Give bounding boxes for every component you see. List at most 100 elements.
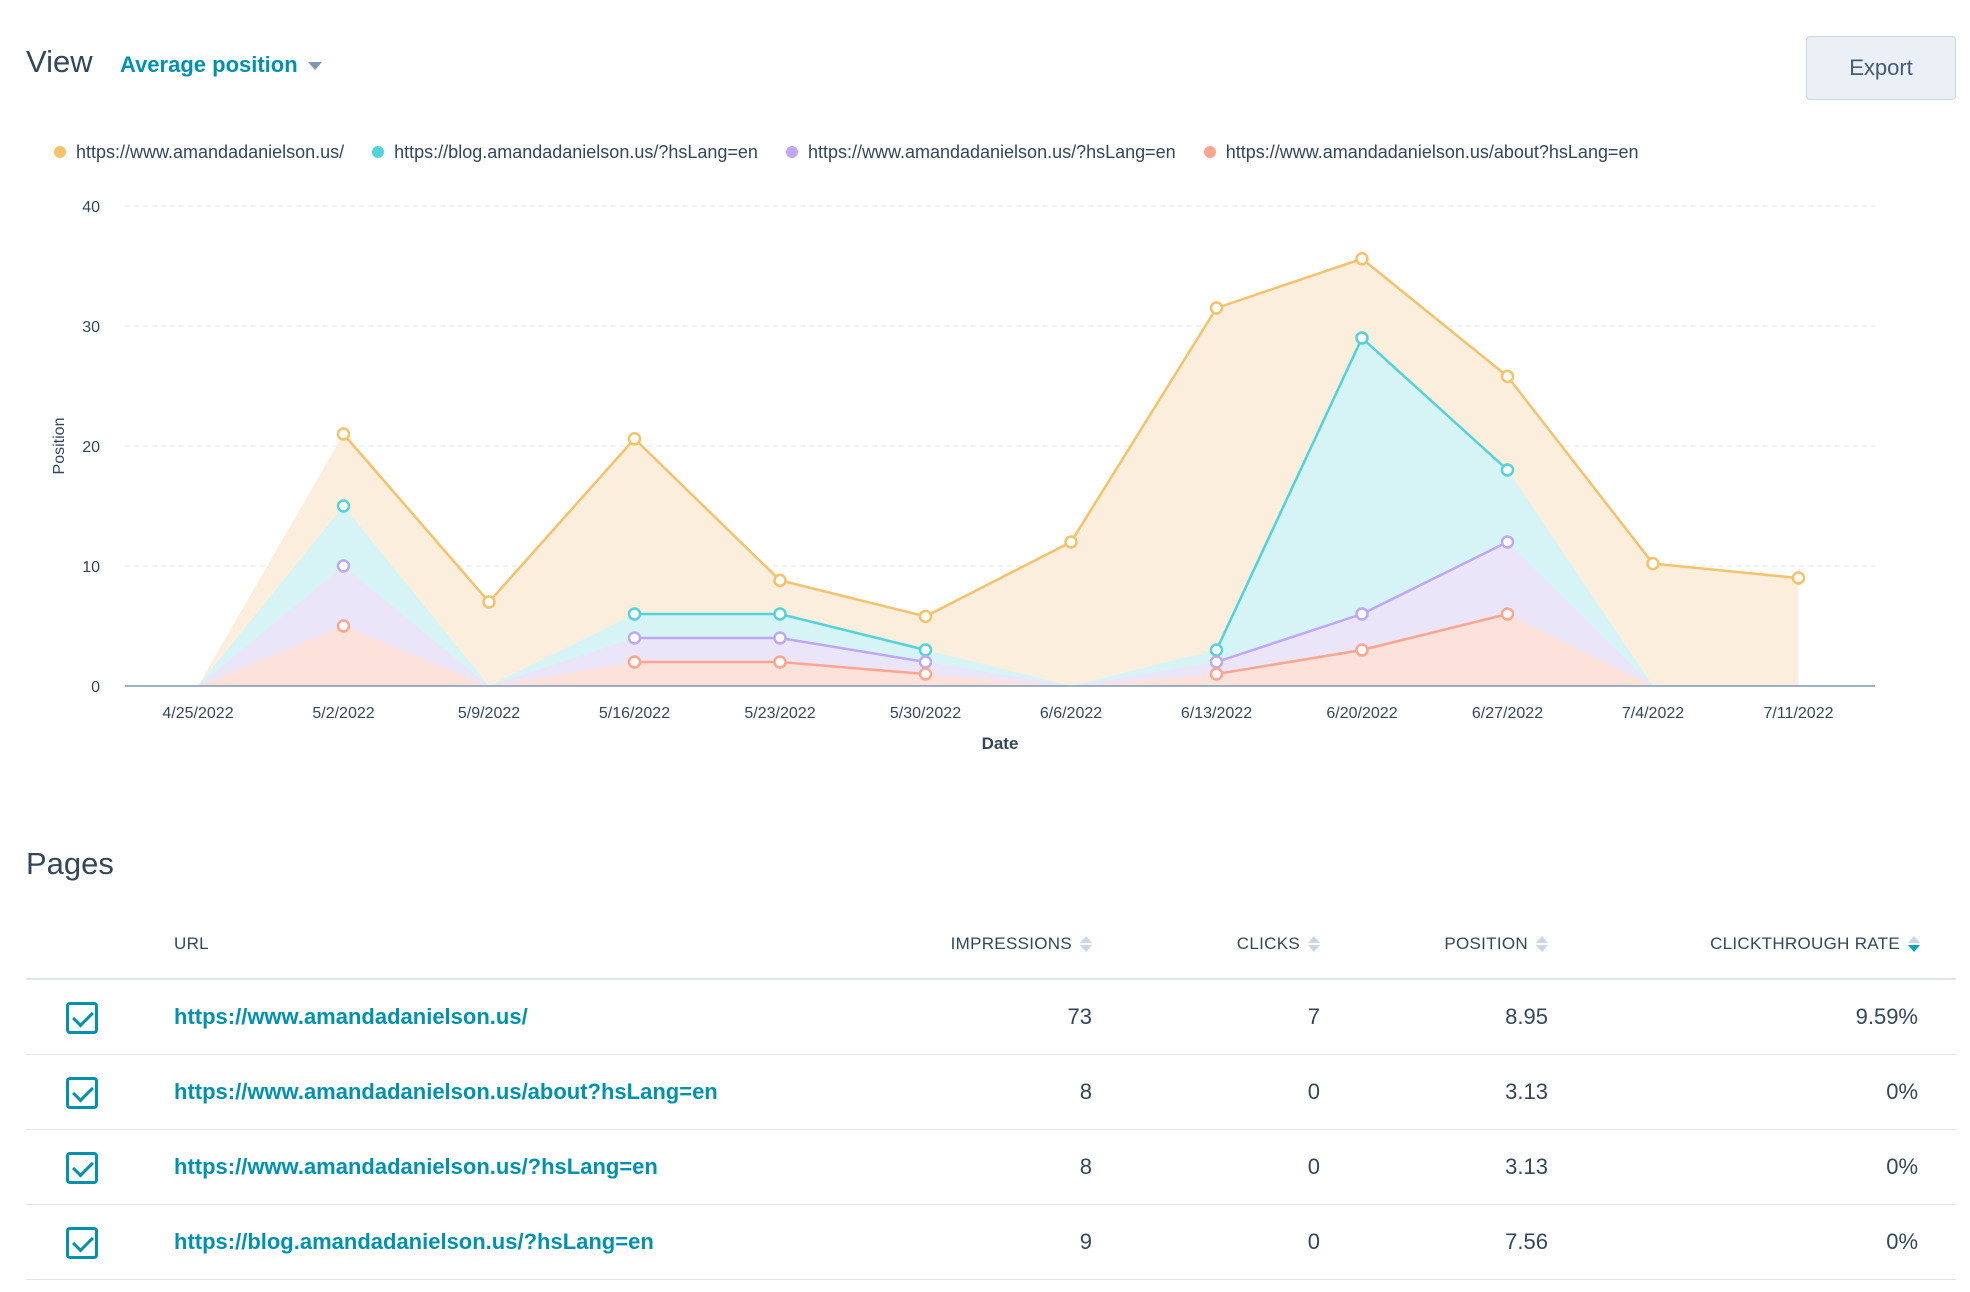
table-row: https://www.amandadanielson.us/about?hsL…	[26, 1055, 1956, 1130]
data-point	[1209, 667, 1224, 681]
legend-item[interactable]: https://www.amandadanielson.us/about?hsL…	[1203, 141, 1639, 163]
data-point	[1355, 607, 1369, 621]
data-point	[1209, 301, 1224, 315]
x-tick-label: 5/16/2022	[599, 705, 670, 722]
page-url-link[interactable]: https://www.amandadanielson.us/about?hsL…	[174, 1079, 718, 1104]
view-selector-dropdown[interactable]: Average position	[120, 52, 322, 78]
y-axis-title: Position	[51, 418, 68, 475]
data-point	[482, 595, 496, 609]
x-tick-label: 5/2/2022	[312, 705, 374, 722]
row-checkbox[interactable]	[66, 1002, 98, 1034]
legend-label: https://www.amandadanielson.us/	[76, 141, 345, 162]
x-tick-label: 6/27/2022	[1472, 705, 1543, 722]
column-label: URL	[174, 934, 209, 953]
data-point	[1355, 331, 1369, 345]
page-url-link[interactable]: https://www.amandadanielson.us/?hsLang=e…	[174, 1154, 658, 1179]
column-header-url[interactable]: URL	[174, 934, 209, 954]
data-point	[336, 499, 351, 513]
legend-dot-icon	[372, 146, 385, 158]
impressions-value: 9	[1079, 1229, 1092, 1254]
data-point	[336, 559, 351, 573]
column-header-impressions[interactable]: IMPRESSIONS	[951, 934, 1092, 954]
position-value: 3.13	[1505, 1079, 1548, 1104]
x-tick-label: 5/23/2022	[744, 705, 815, 722]
x-tick-label: 6/6/2022	[1040, 705, 1102, 722]
view-header: View Average position Export	[26, 36, 1956, 110]
data-point	[1500, 607, 1515, 621]
data-point	[1355, 643, 1369, 657]
page-url-link[interactable]: https://www.amandadanielson.us/	[174, 1004, 528, 1029]
column-label: CLICKS	[1236, 934, 1300, 953]
y-tick-label: 10	[82, 559, 100, 576]
data-point	[627, 607, 642, 621]
data-point	[1500, 535, 1515, 549]
legend-item[interactable]: https://www.amandadanielson.us/?hsLang=e…	[785, 141, 1176, 163]
export-button[interactable]: Export	[1806, 36, 1956, 100]
position-chart: 0 10 20 30 40 4/25/2022 5/2/2022 5/9/2022 5/16/2…	[51, 199, 1875, 753]
view-selector-label: Average position	[120, 52, 298, 77]
legend-dot-icon	[785, 146, 798, 158]
data-point	[1646, 556, 1660, 571]
ctr-value: 0%	[1886, 1154, 1918, 1179]
sort-descending-icon	[1908, 936, 1920, 952]
legend-dot-icon	[1203, 146, 1216, 158]
table-row: https://www.amandadanielson.us/?hsLang=e…	[26, 1130, 1956, 1205]
legend-label: https://www.amandadanielson.us/about?hsL…	[1225, 141, 1639, 162]
position-value: 3.13	[1505, 1154, 1548, 1179]
page-url-link[interactable]: https://blog.amandadanielson.us/?hsLang=…	[174, 1229, 654, 1254]
legend-dot-icon	[54, 146, 66, 158]
data-point	[1209, 655, 1224, 669]
clicks-value: 0	[1307, 1154, 1320, 1179]
data-point	[1064, 535, 1078, 549]
impressions-value: 8	[1079, 1154, 1092, 1179]
impressions-value: 73	[1067, 1004, 1092, 1029]
column-header-clicks[interactable]: CLICKS	[1237, 934, 1320, 954]
column-header-clickthrough-rate[interactable]: CLICKTHROUGH RATE	[1710, 934, 1920, 954]
y-tick-label: 40	[82, 199, 100, 216]
data-point	[1500, 369, 1515, 384]
legend-label: https://www.amandadanielson.us/?hsLang=e…	[807, 141, 1176, 162]
ctr-value: 0%	[1886, 1079, 1918, 1104]
x-tick-label: 7/11/2022	[1764, 705, 1834, 722]
row-checkbox[interactable]	[66, 1152, 98, 1184]
chevron-down-icon	[307, 62, 322, 70]
ctr-value: 9.59%	[1855, 1004, 1918, 1029]
column-header-position[interactable]: POSITION	[1444, 934, 1548, 954]
legend-item[interactable]: https://www.amandadanielson.us/	[54, 142, 344, 163]
y-tick-label: 0	[91, 679, 100, 696]
y-tick-label: 30	[82, 319, 100, 336]
legend-item[interactable]: https://blog.amandadanielson.us/?hsLang=…	[372, 142, 758, 163]
pages-title: Pages	[26, 846, 114, 881]
position-value: 7.56	[1505, 1229, 1548, 1254]
row-checkbox[interactable]	[66, 1077, 98, 1109]
pages-table: URL IMPRESSIONS CLICKS POSITION CLICKTHR…	[26, 910, 1956, 1280]
sort-icon	[1308, 936, 1320, 952]
column-label: CLICKTHROUGH RATE	[1710, 934, 1900, 953]
data-point	[336, 427, 351, 441]
clicks-value: 0	[1307, 1229, 1320, 1254]
chart-legend: https://www.amandadanielson.us/ https://…	[54, 138, 1639, 166]
data-point	[918, 655, 933, 669]
x-tick-label: 5/30/2022	[890, 705, 961, 722]
data-point	[773, 607, 787, 621]
column-label: IMPRESSIONS	[950, 934, 1072, 953]
view-title: View	[26, 44, 93, 79]
series-area	[198, 338, 1653, 686]
data-point	[1791, 571, 1806, 585]
ctr-value: 0%	[1886, 1229, 1918, 1254]
series-area	[198, 614, 1653, 686]
row-checkbox[interactable]	[66, 1227, 98, 1259]
x-tick-label: 5/9/2022	[458, 705, 520, 722]
data-point	[773, 655, 787, 669]
x-tick-label: 6/20/2022	[1326, 705, 1397, 722]
data-point	[1500, 463, 1515, 477]
data-point	[773, 631, 787, 645]
clicks-value: 7	[1307, 1004, 1320, 1029]
x-tick-label: 7/4/2022	[1622, 705, 1684, 722]
data-point	[627, 631, 642, 645]
data-point	[918, 667, 933, 681]
data-point	[918, 609, 933, 624]
data-point	[1355, 252, 1369, 266]
x-axis-title: Date	[982, 734, 1019, 753]
table-row: https://www.amandadanielson.us/ 73 7 8.9…	[26, 980, 1956, 1055]
